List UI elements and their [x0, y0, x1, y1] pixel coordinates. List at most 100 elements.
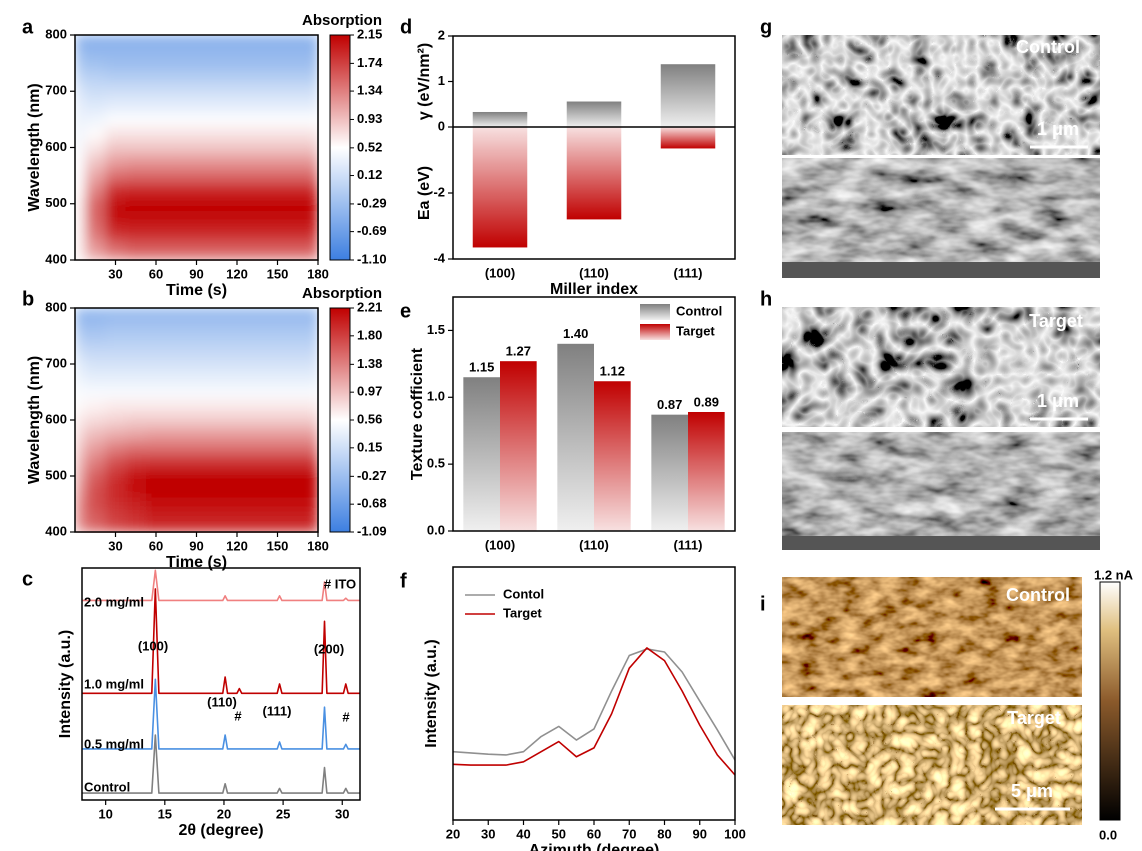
heat-cell [145, 35, 177, 43]
scale-label: 1 μm [1037, 391, 1079, 411]
x-tick-label: 90 [189, 266, 203, 281]
heat-cell [226, 35, 289, 43]
heat-cell [287, 210, 319, 226]
heat-cell [85, 308, 106, 316]
heat-cell [125, 224, 147, 240]
heat-cell [287, 224, 319, 240]
heat-cell [176, 70, 228, 85]
heat-cell [125, 84, 147, 99]
heat-cell [125, 441, 147, 456]
annotation: (110) [207, 694, 237, 709]
heat-cell [75, 70, 86, 85]
heat-cell [105, 42, 127, 57]
x-tick-label: 80 [657, 826, 671, 841]
heat-cell [85, 56, 106, 71]
heat-cell [85, 168, 106, 184]
heat-cell [176, 525, 228, 533]
heat-cell [105, 154, 127, 170]
heat-cell [85, 357, 106, 372]
image-label: Target [1029, 311, 1083, 331]
colorbar-tick-label: 0.15 [357, 439, 382, 454]
bar [594, 381, 631, 531]
x-tick-label: (111) [674, 265, 703, 280]
heat-cell [75, 210, 86, 226]
heat-cell [176, 35, 228, 43]
x-axis-title: Time (s) [166, 554, 227, 571]
colorbar-tick-label: 0.12 [357, 167, 382, 182]
line-series [82, 734, 360, 794]
legend-swatch [640, 324, 670, 340]
heat-cell [85, 224, 106, 240]
heat-cell [105, 315, 127, 330]
heat-cell [85, 455, 106, 470]
annotation: (200) [314, 641, 344, 656]
heat-cell [145, 42, 177, 57]
heat-cell [287, 112, 319, 128]
heat-cell [85, 511, 106, 526]
heat-cell [85, 315, 106, 330]
heat-cell [75, 56, 86, 71]
heat-cell [145, 210, 177, 226]
heat-cell [287, 252, 319, 261]
panel-label: h [760, 288, 772, 310]
heat-cell [145, 315, 177, 330]
legend-label: Target [676, 323, 715, 338]
heat-cell [145, 525, 177, 533]
heat-cell [145, 483, 177, 498]
heat-cell [125, 308, 147, 316]
colorbar-label: 0.0 [1099, 827, 1117, 842]
y-axis-title: Wavelength (nm) [26, 356, 43, 484]
x-tick-label: 50 [552, 826, 566, 841]
x-tick-label: 60 [587, 826, 601, 841]
heat-cell [85, 84, 106, 99]
bar [566, 127, 622, 220]
colorbar-label: 1.2 nA [1094, 567, 1134, 582]
heat-cell [287, 315, 319, 330]
y-axis-title: Ea (eV) [416, 166, 433, 220]
x-tick-label: 120 [226, 538, 248, 553]
heat-cell [75, 224, 86, 240]
heat-cell [85, 42, 106, 57]
heat-cell [125, 497, 147, 512]
heat-cell [75, 112, 86, 128]
annotation: # ITO [324, 576, 356, 591]
heat-cell [105, 497, 127, 512]
heat-cell [287, 511, 319, 526]
heat-cell [125, 399, 147, 414]
heat-cell [176, 140, 228, 156]
y-axis-title: Intensity (a.u.) [57, 630, 74, 738]
heat-cell [85, 140, 106, 156]
colorbar-tick-label: 1.34 [357, 83, 383, 98]
heat-cell [125, 126, 147, 142]
heat-cell [226, 168, 289, 184]
heat-cell [105, 455, 127, 470]
heat-cell [226, 42, 289, 57]
heat-cell [85, 483, 106, 498]
heat-cell [145, 182, 177, 198]
heat-cell [125, 238, 147, 254]
heat-cell [125, 56, 147, 71]
colorbar-tick-label: 0.52 [357, 139, 382, 154]
heat-cell [75, 525, 86, 533]
panel-label: i [760, 593, 766, 615]
heat-cell [226, 196, 289, 212]
heat-cell [226, 98, 289, 113]
heat-cell [85, 196, 106, 212]
plot-frame [81, 567, 361, 801]
substrate [782, 536, 1100, 550]
y-tick-label: 500 [45, 467, 67, 482]
heat-cell [125, 35, 147, 43]
x-tick-label: 30 [108, 266, 122, 281]
heat-cell [287, 126, 319, 142]
x-tick-label: 90 [189, 538, 203, 553]
value-label: 1.12 [600, 364, 625, 379]
heat-cell [85, 70, 106, 85]
x-tick-label: 15 [158, 806, 172, 821]
bar [463, 377, 500, 531]
x-tick-label: 150 [267, 538, 289, 553]
value-label: 1.27 [506, 344, 531, 359]
y-tick-label: 500 [45, 195, 67, 210]
panel-label: f [400, 570, 407, 592]
heat-cell [287, 525, 319, 533]
heat-cell [176, 455, 228, 470]
